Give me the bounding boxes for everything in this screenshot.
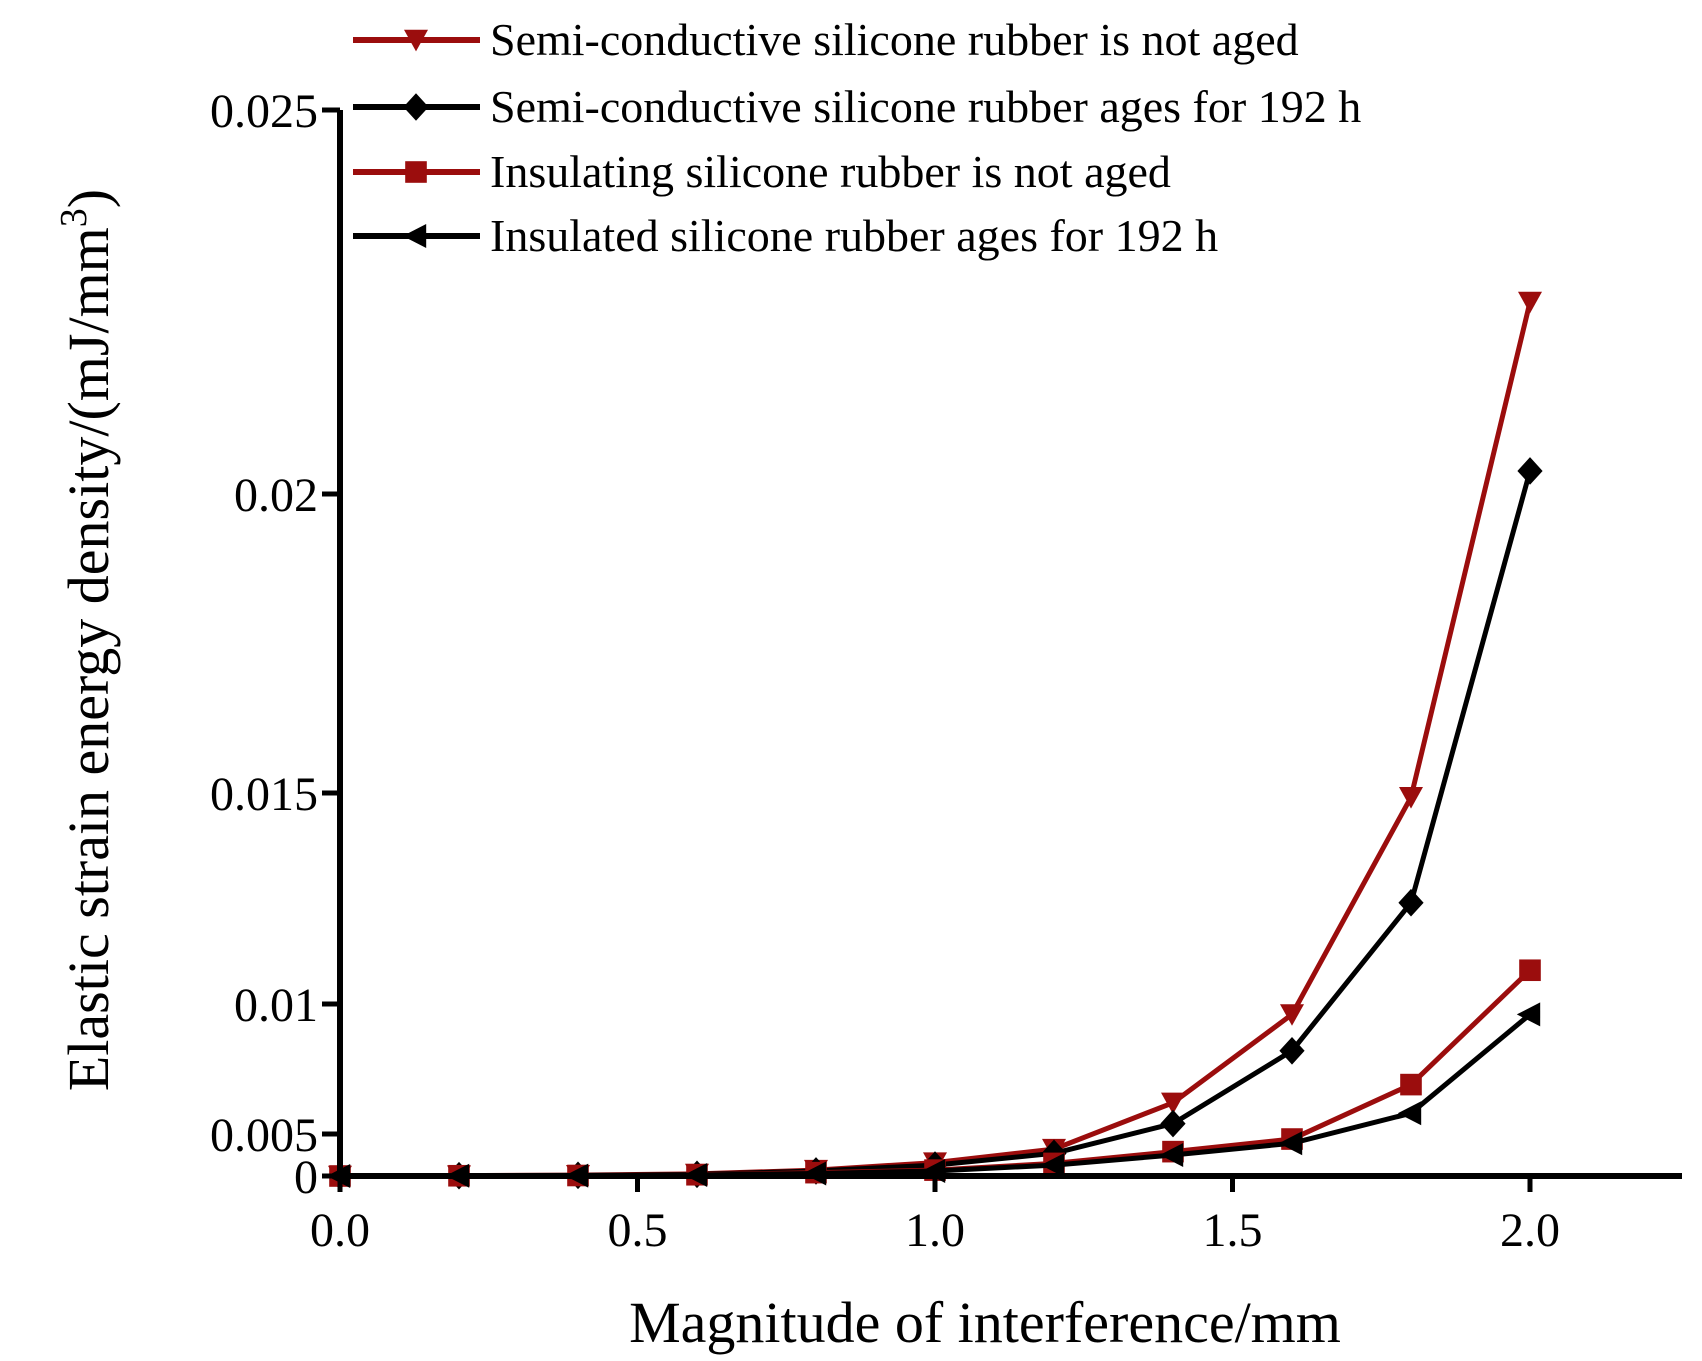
series-line	[339, 301, 1533, 1179]
data-point	[1398, 888, 1424, 917]
series-1	[328, 291, 1542, 1188]
data-point	[1160, 1109, 1186, 1138]
legend-marker	[402, 224, 427, 248]
x-tick-label: 1.0	[905, 1204, 965, 1257]
legend-label: Insulated silicone rubber ages for 192 h	[490, 210, 1218, 261]
x-tick-label: 2.0	[1500, 1204, 1560, 1257]
data-point	[1280, 1004, 1304, 1026]
y-axis-title-main: Elastic strain energy density/(mJ/mm	[56, 227, 121, 1091]
legend-label: Semi-conductive silicone rubber ages for…	[490, 81, 1361, 132]
x-tick-label: 0.5	[608, 1204, 668, 1257]
legend-label: Insulating silicone rubber is not aged	[490, 146, 1171, 197]
y-axis-title: Elastic strain energy density/(mJ/mm3)	[53, 189, 121, 1091]
legend-marker	[405, 161, 427, 183]
data-point	[1399, 787, 1423, 809]
legend-entry: Insulating silicone rubber is not aged	[353, 146, 1171, 197]
data-point	[1161, 1092, 1185, 1115]
data-point	[1397, 1101, 1422, 1126]
legend-entry: Insulated silicone rubber ages for 192 h	[353, 210, 1218, 261]
x-tick-label: 0.0	[310, 1204, 370, 1257]
legend-marker	[404, 29, 428, 52]
legend-entry: Semi-conductive silicone rubber is not a…	[353, 14, 1299, 65]
series-line	[339, 968, 1532, 1179]
x-axis-title: Magnitude of interference/mm	[629, 1290, 1341, 1355]
y-tick-label: 0.025	[210, 85, 318, 138]
data-point	[1400, 1073, 1422, 1096]
legend-marker	[403, 93, 429, 121]
x-tick-label: 1.5	[1203, 1204, 1263, 1257]
data-point	[1279, 1037, 1305, 1065]
legend-label: Semi-conductive silicone rubber is not a…	[490, 14, 1299, 65]
data-point	[1278, 1131, 1303, 1156]
y-tick-label: 0.015	[210, 768, 318, 821]
data-point	[1516, 1002, 1541, 1027]
y-axis-title-close: )	[56, 189, 121, 208]
series-layer	[326, 291, 1543, 1190]
y-tick-label: 0.02	[234, 469, 318, 522]
legend: Semi-conductive silicone rubber is not a…	[353, 14, 1361, 261]
data-point	[1159, 1143, 1184, 1167]
legend-entry: Semi-conductive silicone rubber ages for…	[353, 81, 1361, 132]
data-point	[1040, 1153, 1065, 1178]
y-axis-title-superscript: 3	[53, 208, 95, 227]
series-line	[339, 470, 1533, 1179]
y-tick-label: 0.01	[234, 979, 318, 1032]
y-tick-label: 0.005	[210, 1109, 318, 1162]
data-point	[1517, 457, 1543, 485]
data-point	[1519, 959, 1541, 982]
data-point	[1518, 291, 1542, 314]
y-tick-label: 0	[294, 1151, 318, 1204]
series-2	[327, 457, 1543, 1190]
axes: 00.005 0.01 0.015 0.02 0.025 0.0 0.5 1.0 1.5 2.0	[210, 85, 1682, 1257]
